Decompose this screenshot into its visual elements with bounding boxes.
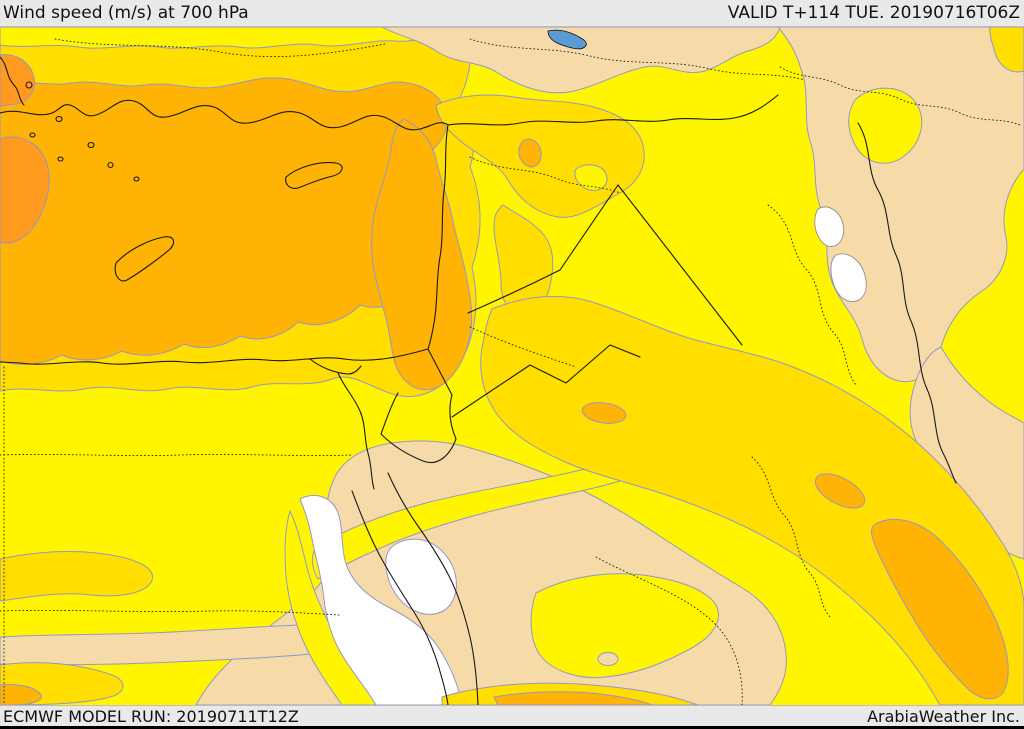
admin-boundary-layer [0,38,1021,705]
crete-island [114,236,175,282]
aegean-islands [0,56,140,182]
dotted-saudi-interior [595,556,743,705]
dotted-turkey-east [469,38,806,81]
lake-tuz-icon [547,29,587,50]
dotted-iran-admin [767,204,857,386]
dotted-egypt-latitude [0,453,353,457]
fill-yellow-patch-west-arabia [530,573,719,679]
fill-yellow-hole-syria [574,164,608,191]
redsea-west-shore [351,490,449,705]
levant-coastline [427,124,449,350]
cyprus-island [285,162,343,189]
redsea-east-shore [387,472,479,705]
lake-south-urmia-icon [830,253,867,302]
turkey-syria-border [447,94,779,126]
fill-orange-core-mid-band [814,473,866,509]
dotted-egypt-sudan-border [0,609,341,616]
attribution-label: ArabiaWeather Inc. [867,706,1020,726]
fill-orange-dot-syria [518,138,542,168]
dotted-east-arabia [751,456,831,618]
footer-bar: ECMWF MODEL RUN: 20190711T12Z ArabiaWeat… [0,705,1024,729]
fill-orange-levant-arm [371,118,473,391]
wind-speed-fill-layer [0,27,1024,705]
turkey-coastline [0,99,449,131]
fill-yellow-west-of-redsea [284,510,377,705]
fill-gold-jet-band-southeast [480,295,1024,705]
model-run-label: ECMWF MODEL RUN: 20190711T12Z [3,706,299,726]
jordan-borders [451,184,641,418]
fill-orange-core-jordan [581,402,627,424]
fill-yellow-top-strip [0,27,469,49]
fill-orange-corner-southwest [0,684,42,705]
fill-orange-core-southeast [871,518,1009,700]
map-title: Wind speed (m/s) at 700 hPa [3,3,249,23]
fill-orange-bottom-arc [493,691,653,705]
dotted-caucasus [779,66,1021,126]
valid-time-label: VALID T+114 TUE. 20190716T06Z [727,3,1020,23]
nile-delta [309,358,362,375]
fill-gold-finger-west [0,551,153,602]
header-bar: Wind speed (m/s) at 700 hPa VALID T+114 … [0,0,1024,27]
dotted-jordan-saudi [469,326,577,368]
fill-gold-topright-corner [989,27,1024,73]
sinai-coastlines [380,348,457,463]
lake-urmia-icon [814,206,845,247]
fill-pale-hole [597,652,619,666]
coastline-layer [0,56,957,705]
egypt-coastline [0,348,429,365]
fill-deep-orange-corner [0,54,35,107]
nile-river [337,372,375,490]
map-canvas [0,27,1024,705]
lake-layer [547,29,867,302]
fill-white-redsea-minimum [299,495,463,705]
iraq-iran-border [857,122,957,484]
fill-deep-orange-west-blob [0,136,50,244]
syria-iraq-border [617,184,743,346]
fill-pale-turkey [381,27,781,94]
dotted-syria-admin [469,156,621,194]
